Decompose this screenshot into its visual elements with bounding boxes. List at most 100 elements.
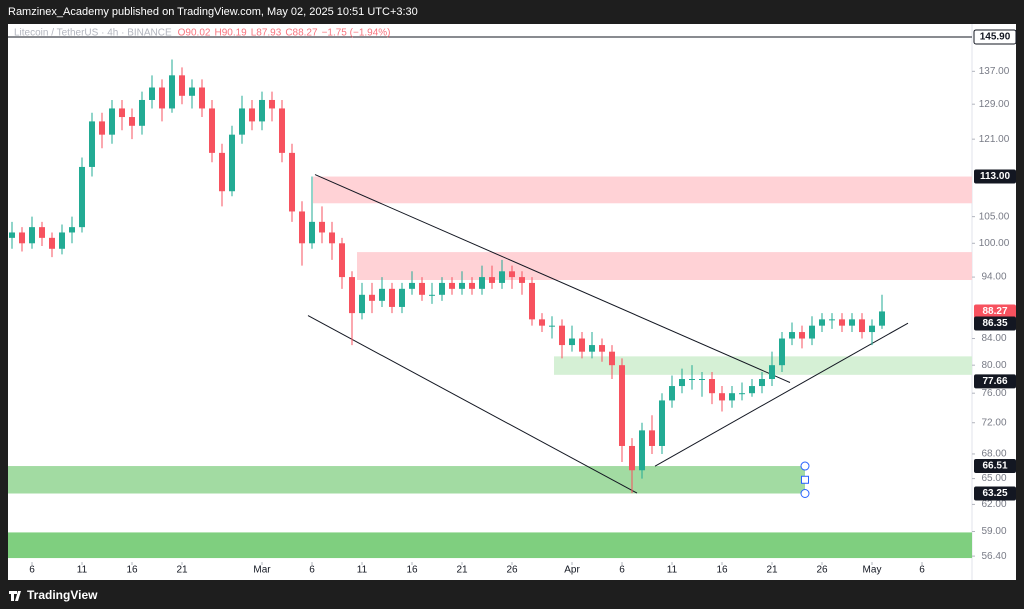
candle-body bbox=[229, 134, 235, 192]
trend-line bbox=[307, 315, 638, 494]
tv-logo bbox=[9, 591, 21, 601]
zone bbox=[313, 176, 972, 204]
y-tick-label: 137.00 bbox=[979, 66, 1010, 77]
price-label: 113.00 bbox=[980, 171, 1010, 182]
candle-body bbox=[449, 282, 455, 289]
candle-body bbox=[299, 211, 305, 244]
y-tick-label: 84.00 bbox=[981, 333, 1006, 344]
ohlc-value: H90.19 bbox=[214, 28, 247, 39]
candle-body bbox=[459, 282, 465, 289]
candle-body bbox=[519, 277, 525, 283]
x-tick-label: 6 bbox=[29, 565, 35, 576]
price-label: 145.90 bbox=[980, 32, 1011, 43]
brand: TradingView bbox=[27, 588, 98, 602]
candle-body bbox=[739, 393, 745, 395]
price-label-box bbox=[973, 29, 1017, 45]
candle-body bbox=[29, 227, 35, 244]
candle-body bbox=[119, 108, 125, 118]
candle-body bbox=[839, 319, 845, 326]
x-tick-label: 21 bbox=[766, 565, 778, 576]
candle-body bbox=[169, 75, 175, 109]
candle-body bbox=[149, 87, 155, 100]
x-tick-label: 26 bbox=[506, 565, 518, 576]
y-tick-label: 105.00 bbox=[979, 211, 1010, 222]
symbol: Litecoin / TetherUS · 4h · BINANCE bbox=[14, 28, 172, 39]
candle-body bbox=[439, 282, 445, 295]
candle-body bbox=[409, 282, 415, 289]
y-tick-label: 72.00 bbox=[981, 417, 1006, 428]
handle bbox=[801, 475, 809, 484]
x-tick-label: 21 bbox=[176, 565, 188, 576]
candle-body bbox=[619, 365, 625, 446]
candle-body bbox=[109, 108, 115, 135]
candle-body bbox=[429, 294, 435, 296]
candle-body bbox=[89, 121, 95, 167]
candle-body bbox=[319, 221, 325, 233]
y-tick-label: 76.00 bbox=[981, 388, 1006, 399]
candle-body bbox=[209, 108, 215, 153]
y-tick-label: 80.00 bbox=[981, 360, 1006, 371]
trend-line bbox=[314, 174, 791, 383]
candle-body bbox=[709, 379, 715, 394]
candle-body bbox=[759, 379, 765, 387]
candle-body bbox=[199, 87, 205, 109]
candle-body bbox=[139, 99, 145, 126]
candle-body bbox=[779, 338, 785, 366]
candle-body bbox=[649, 430, 655, 446]
price-label: 66.51 bbox=[982, 461, 1007, 472]
candle-body bbox=[59, 232, 65, 249]
price-label: 86.35 bbox=[982, 318, 1007, 329]
candle-body bbox=[789, 332, 795, 339]
x-tick-label: 16 bbox=[126, 565, 138, 576]
x-tick-label: 21 bbox=[456, 565, 468, 576]
x-tick-label: 11 bbox=[667, 565, 678, 576]
x-tick-label: 11 bbox=[357, 565, 368, 576]
candle-body bbox=[629, 445, 635, 471]
candle-body bbox=[489, 277, 495, 283]
candle-body bbox=[129, 117, 135, 126]
candle-body bbox=[499, 271, 505, 283]
candle-body bbox=[579, 338, 585, 352]
candle-body bbox=[609, 351, 615, 366]
candle-body bbox=[339, 243, 345, 278]
candle-body bbox=[189, 87, 195, 96]
candle-body bbox=[819, 319, 825, 326]
candle-body bbox=[669, 386, 675, 401]
y-tick-label: 94.00 bbox=[981, 272, 1006, 283]
publisher: Ramzinex_Academy published on TradingVie… bbox=[8, 6, 418, 18]
candle-body bbox=[589, 345, 595, 352]
zone bbox=[8, 466, 805, 494]
price-label-box bbox=[974, 304, 1016, 319]
candle-body bbox=[259, 99, 265, 122]
candle-body bbox=[159, 87, 165, 109]
candle-body bbox=[79, 166, 85, 228]
candle-body bbox=[599, 345, 605, 352]
candle-body bbox=[279, 108, 285, 153]
candle-body bbox=[719, 393, 725, 401]
candle-body bbox=[479, 277, 485, 289]
x-tick-label: May bbox=[863, 565, 882, 576]
candle-body bbox=[829, 319, 835, 321]
candle-body bbox=[9, 232, 15, 238]
candle-body bbox=[219, 152, 225, 192]
candle-body bbox=[509, 271, 515, 278]
candle-body bbox=[379, 288, 385, 301]
candle-body bbox=[859, 319, 865, 333]
candle-body bbox=[569, 338, 575, 346]
price-label-box bbox=[974, 374, 1016, 389]
candle-body bbox=[369, 294, 375, 301]
candle-body bbox=[849, 319, 855, 326]
candle-body bbox=[179, 75, 185, 96]
candle-body bbox=[69, 227, 75, 233]
y-tick-label: 59.00 bbox=[981, 526, 1006, 537]
candle-body bbox=[799, 332, 805, 339]
handle bbox=[800, 489, 810, 499]
ohlc-value: L87.93 bbox=[251, 28, 282, 39]
y-tick-label: 68.00 bbox=[981, 449, 1006, 460]
price-label: 77.66 bbox=[982, 376, 1007, 387]
y-tick-label: 62.00 bbox=[981, 499, 1006, 510]
y-tick-label: 100.00 bbox=[979, 238, 1010, 249]
candle-body bbox=[549, 325, 555, 327]
